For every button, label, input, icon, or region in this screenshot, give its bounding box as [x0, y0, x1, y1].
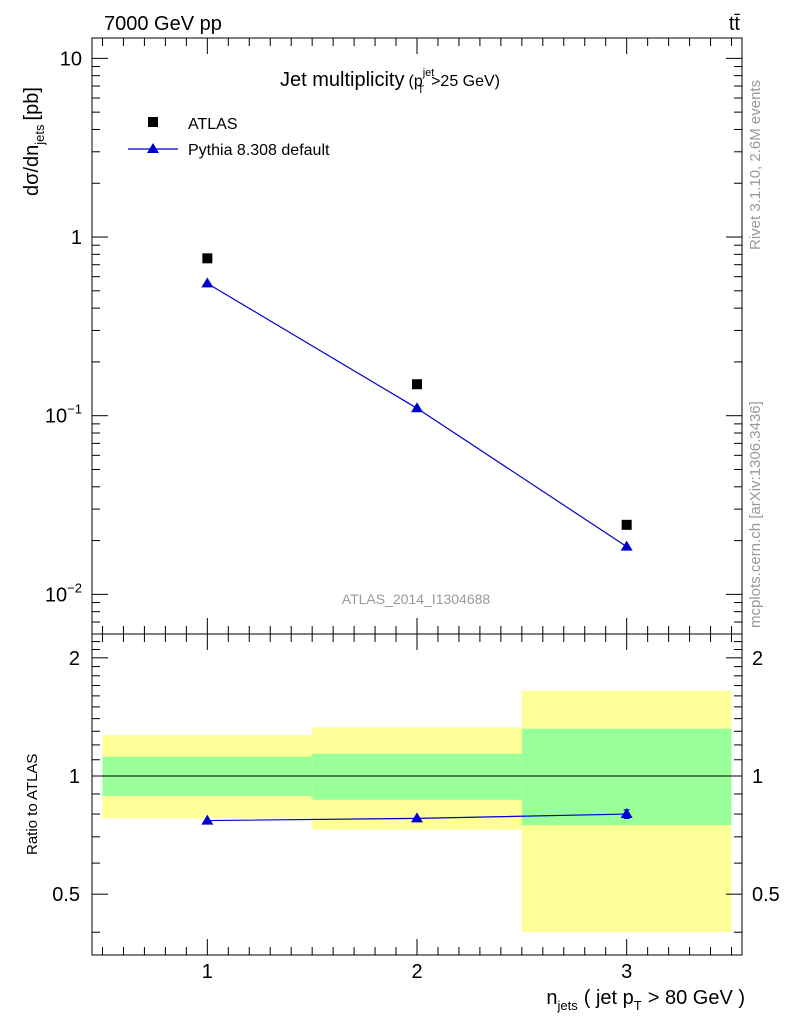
- ratio-y-tick-label-left: 2: [69, 648, 80, 670]
- ratio-y-tick-label-left: 1: [69, 766, 80, 788]
- ratio-band-inner-2: [312, 753, 522, 800]
- pythia-point-1: [201, 277, 214, 288]
- ratio-bands: [102, 690, 732, 933]
- legend-pythia-marker: [147, 143, 159, 153]
- pythia-line: [207, 282, 628, 548]
- atlas-point-3: [621, 519, 632, 530]
- legend: ATLAS Pythia 8.308 default: [128, 116, 330, 159]
- x-axis-label: njets( jet pT > 80 GeV ): [546, 987, 745, 1013]
- x-tick-label: 3: [621, 961, 632, 983]
- y-axis-label-main: dσ/dnjets[pb]: [21, 87, 47, 196]
- main-y-tick-label: 10−2: [45, 580, 82, 606]
- ratio-y-tick-label-right: 2: [752, 648, 763, 670]
- ratio-y-tick-label-right: 1: [752, 766, 763, 788]
- x-tick-label: 2: [411, 961, 422, 983]
- ratio-plot-marks: [201, 808, 633, 825]
- tick-labels: 10 1 10−1 10−2 2 2 1 1 0.5 0.5 1 2 3: [45, 48, 780, 983]
- mcplots-label: mcplots.cern.ch [arXiv:1306.3436]: [747, 401, 764, 628]
- atlas-point-2: [412, 379, 422, 390]
- pythia-point-3: [620, 540, 633, 551]
- ratio-y-tick-label-right: 0.5: [752, 884, 780, 906]
- rivet-label: Rivet 3.1.10, 2.6M events: [747, 80, 764, 250]
- x-tick-label: 1: [202, 961, 213, 983]
- main-y-tick-label: 1: [71, 227, 82, 249]
- analysis-watermark: ATLAS_2014_I1304688: [342, 591, 491, 607]
- process-label: tt̄: [729, 13, 741, 35]
- ratio-pythia-point-1: [201, 814, 214, 825]
- main-plot-marks: [201, 253, 633, 551]
- main-y-tick-label: 10−1: [45, 402, 82, 428]
- energy-label: 7000 GeV pp: [104, 13, 222, 35]
- ratio-pythia-point-3: [620, 808, 633, 819]
- plot-title: Jet multiplicity (pjet T >25 GeV): [280, 67, 500, 96]
- atlas-point-1: [202, 253, 213, 264]
- ratio-pythia-point-2: [411, 812, 423, 823]
- ratio-y-tick-label-left: 0.5: [52, 884, 80, 906]
- y-axis-label-ratio: Ratio to ATLAS: [24, 754, 41, 855]
- pythia-point-2: [411, 402, 423, 413]
- legend-pythia-label: Pythia 8.308 default: [188, 142, 330, 159]
- axis-ticks: [92, 38, 742, 955]
- main-y-tick-label: 10: [60, 48, 82, 70]
- legend-atlas-label: ATLAS: [188, 116, 238, 133]
- legend-atlas-marker: [148, 117, 158, 127]
